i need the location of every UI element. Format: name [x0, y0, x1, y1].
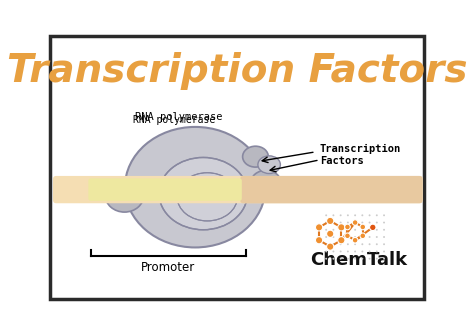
Circle shape — [354, 221, 356, 223]
Circle shape — [369, 214, 371, 216]
Circle shape — [376, 236, 378, 238]
Circle shape — [337, 237, 345, 244]
Circle shape — [369, 229, 371, 231]
Text: Transcription Factors: Transcription Factors — [7, 53, 467, 90]
Circle shape — [354, 229, 356, 231]
Ellipse shape — [160, 158, 246, 229]
FancyBboxPatch shape — [240, 176, 423, 203]
Circle shape — [327, 243, 334, 250]
Circle shape — [332, 214, 334, 216]
Circle shape — [369, 251, 371, 253]
Circle shape — [360, 224, 365, 230]
Circle shape — [347, 258, 349, 260]
Circle shape — [383, 251, 385, 253]
Ellipse shape — [258, 156, 281, 174]
Circle shape — [332, 251, 334, 253]
Circle shape — [325, 251, 327, 253]
Circle shape — [369, 258, 371, 260]
Ellipse shape — [243, 146, 268, 167]
Circle shape — [327, 230, 334, 238]
Circle shape — [332, 243, 334, 245]
Ellipse shape — [125, 127, 265, 248]
Circle shape — [347, 236, 349, 238]
Ellipse shape — [105, 178, 144, 212]
Circle shape — [383, 236, 385, 238]
Circle shape — [316, 224, 323, 231]
Circle shape — [369, 243, 371, 245]
Circle shape — [325, 214, 327, 216]
Circle shape — [325, 258, 327, 260]
Circle shape — [361, 214, 363, 216]
Circle shape — [340, 251, 342, 253]
Text: RNA polymerase: RNA polymerase — [135, 112, 222, 122]
Circle shape — [332, 221, 334, 223]
Circle shape — [383, 243, 385, 245]
Circle shape — [383, 258, 385, 260]
Circle shape — [352, 238, 358, 243]
Ellipse shape — [251, 170, 281, 196]
Text: ChemTalk: ChemTalk — [310, 251, 407, 269]
FancyBboxPatch shape — [88, 178, 242, 201]
Circle shape — [337, 224, 345, 231]
Text: Transcription
Factors: Transcription Factors — [320, 144, 401, 166]
Circle shape — [361, 221, 363, 223]
Circle shape — [325, 229, 327, 231]
Circle shape — [327, 217, 334, 224]
Circle shape — [354, 251, 356, 253]
Circle shape — [361, 251, 363, 253]
Circle shape — [340, 258, 342, 260]
FancyBboxPatch shape — [53, 176, 423, 203]
Circle shape — [354, 243, 356, 245]
Circle shape — [376, 229, 378, 231]
Circle shape — [340, 221, 342, 223]
Circle shape — [360, 233, 365, 239]
Circle shape — [369, 236, 371, 238]
Circle shape — [340, 229, 342, 231]
Circle shape — [376, 251, 378, 253]
Circle shape — [347, 214, 349, 216]
Circle shape — [361, 236, 363, 238]
Circle shape — [347, 243, 349, 245]
Circle shape — [347, 251, 349, 253]
Circle shape — [354, 214, 356, 216]
Circle shape — [347, 221, 349, 223]
Circle shape — [352, 220, 358, 225]
Circle shape — [345, 224, 350, 230]
Circle shape — [347, 229, 349, 231]
Circle shape — [316, 237, 323, 244]
Circle shape — [376, 258, 378, 260]
Circle shape — [340, 214, 342, 216]
Circle shape — [332, 258, 334, 260]
Circle shape — [369, 221, 371, 223]
Circle shape — [325, 221, 327, 223]
Circle shape — [332, 236, 334, 238]
Circle shape — [361, 258, 363, 260]
Circle shape — [361, 243, 363, 245]
Circle shape — [370, 224, 376, 230]
Text: Promoter: Promoter — [141, 261, 195, 274]
Circle shape — [354, 236, 356, 238]
Circle shape — [325, 243, 327, 245]
Circle shape — [332, 229, 334, 231]
Circle shape — [340, 236, 342, 238]
Circle shape — [345, 233, 350, 239]
Circle shape — [325, 236, 327, 238]
Circle shape — [376, 243, 378, 245]
Circle shape — [361, 229, 363, 231]
Text: RNA polymerase: RNA polymerase — [133, 115, 215, 125]
Circle shape — [340, 243, 342, 245]
Circle shape — [376, 214, 378, 216]
Circle shape — [354, 258, 356, 260]
Circle shape — [383, 221, 385, 223]
Circle shape — [376, 221, 378, 223]
Circle shape — [383, 229, 385, 231]
Circle shape — [383, 214, 385, 216]
